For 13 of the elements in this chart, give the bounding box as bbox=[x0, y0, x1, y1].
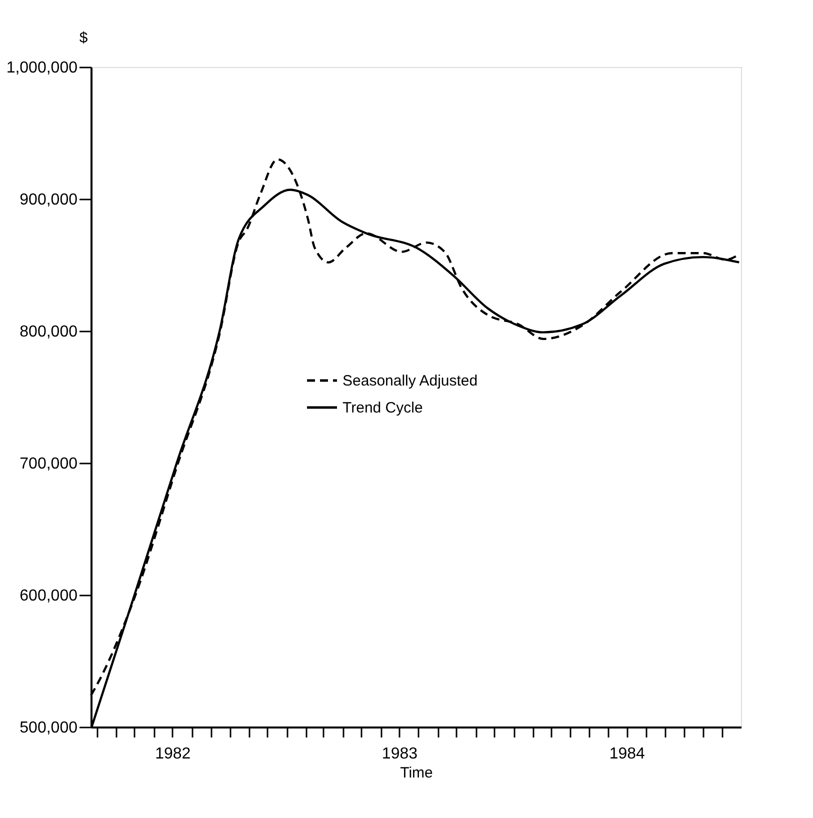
y-tick-label: 1,000,000 bbox=[6, 60, 78, 76]
x-axis-title: Time bbox=[400, 764, 433, 782]
y-tick-label: 500,000 bbox=[20, 720, 78, 736]
y-tick-label: 900,000 bbox=[20, 192, 78, 208]
y-axis-title: $ bbox=[79, 30, 88, 46]
legend-label: Trend Cycle bbox=[342, 400, 423, 416]
legend-label: Seasonally Adjusted bbox=[342, 372, 478, 390]
x-tick-label: 1983 bbox=[382, 746, 418, 762]
x-tick-label: 1982 bbox=[155, 746, 191, 762]
y-tick-label: 800,000 bbox=[20, 324, 78, 340]
x-tick-label: 1984 bbox=[609, 746, 646, 762]
y-tick-label: 600,000 bbox=[20, 588, 78, 604]
y-tick-label: 700,000 bbox=[20, 456, 78, 472]
